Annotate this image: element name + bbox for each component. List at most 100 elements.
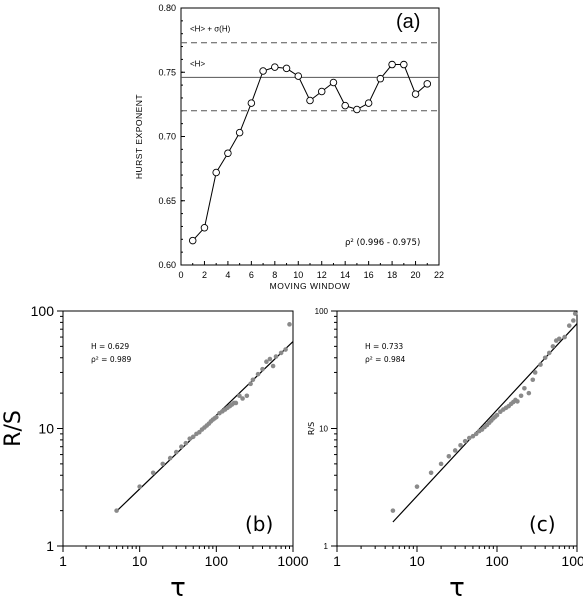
data-point bbox=[317, 87, 326, 96]
panel-label: (c) bbox=[529, 512, 556, 536]
data-point bbox=[264, 359, 269, 365]
x-tick-label: 100 bbox=[485, 553, 509, 569]
y-tick-label: 100 bbox=[31, 303, 55, 319]
data-point bbox=[530, 377, 536, 383]
data-point bbox=[183, 440, 189, 446]
data-point bbox=[283, 347, 288, 352]
x-tick-label: 1000 bbox=[561, 553, 583, 569]
data-point bbox=[278, 350, 284, 356]
rho-annotation: ρ² (0.996 - 0.975) bbox=[345, 238, 420, 248]
x-tick-label: 0 bbox=[178, 270, 183, 280]
x-tick-label: 1000 bbox=[277, 553, 308, 569]
panel-label: (a) bbox=[396, 11, 420, 33]
data-point bbox=[237, 393, 242, 399]
x-tick-label: 1 bbox=[333, 553, 341, 569]
data-point bbox=[240, 396, 245, 401]
x-tick-label: 20 bbox=[411, 270, 421, 280]
y-tick-label: 10 bbox=[38, 420, 54, 436]
data-point bbox=[306, 96, 314, 105]
data-point bbox=[542, 355, 548, 361]
data-point bbox=[538, 362, 543, 367]
data-point bbox=[287, 322, 292, 327]
data-point bbox=[233, 400, 239, 406]
data-point bbox=[562, 334, 567, 340]
y-tick-label: 1 bbox=[324, 542, 329, 551]
data-point bbox=[423, 80, 432, 88]
x-tick-label: 2 bbox=[202, 270, 207, 280]
fit-annotation: ρ² = 0.984 bbox=[365, 355, 406, 364]
x-tick-label: 18 bbox=[387, 270, 397, 280]
data-point bbox=[556, 336, 562, 342]
data-point bbox=[200, 223, 209, 232]
data-point bbox=[400, 60, 408, 69]
data-point bbox=[250, 377, 256, 383]
y-tick-label: 10 bbox=[319, 424, 328, 433]
reference-line-label: <H> + σ(H) bbox=[190, 25, 231, 34]
data-point bbox=[526, 390, 532, 396]
data-point bbox=[282, 64, 291, 73]
data-point bbox=[329, 78, 338, 87]
data-point bbox=[190, 434, 196, 440]
data-point bbox=[294, 72, 303, 80]
data-point bbox=[341, 101, 349, 110]
data-point bbox=[438, 461, 444, 467]
x-tick-label: 14 bbox=[340, 270, 350, 280]
y-axis-label: R/S bbox=[1, 410, 26, 447]
x-tick-label: 10 bbox=[293, 270, 303, 280]
data-point bbox=[411, 90, 420, 98]
data-point bbox=[571, 318, 576, 323]
y-axis-label: HURST EXPONENT bbox=[134, 94, 144, 179]
data-point bbox=[271, 63, 279, 71]
x-tick-label: 4 bbox=[225, 270, 230, 280]
data-point bbox=[388, 60, 396, 69]
data-point bbox=[167, 455, 173, 461]
data-point bbox=[414, 484, 420, 489]
panel-b-rs-loglog-chart: 1 10 100 1000 1 10 100 τ R/S H = 0.629 ρ² = 0.989 (… bbox=[1, 303, 309, 600]
data-point bbox=[494, 412, 500, 418]
data-point bbox=[244, 393, 250, 399]
x-tick-label: 10 bbox=[132, 553, 148, 569]
data-point bbox=[150, 470, 156, 476]
y-tick-label: 0.65 bbox=[158, 196, 176, 206]
data-point bbox=[224, 149, 232, 157]
data-point bbox=[566, 323, 572, 328]
y-tick-label: 1 bbox=[46, 538, 54, 554]
data-point bbox=[187, 436, 193, 441]
data-point bbox=[572, 311, 578, 316]
y-tick-label: 0.60 bbox=[158, 260, 176, 270]
y-tick-label: 0.70 bbox=[158, 132, 176, 142]
data-point bbox=[235, 128, 244, 137]
data-point bbox=[446, 453, 452, 459]
data-point bbox=[247, 99, 256, 107]
panel-c-rs-loglog-chart: 1 10 100 1000 1 10 100 τ R/S H = 0.733 ρ² = 0.984 (… bbox=[307, 307, 583, 600]
data-point bbox=[273, 354, 279, 359]
y-tick-label: 100 bbox=[315, 307, 329, 316]
panel-a-hurst-chart: 0 2 4 6 8 10 12 14 16 18 20 22 0.60 0.65 0.70 0.75 0.80 M… bbox=[134, 3, 444, 291]
x-axis-label: τ bbox=[170, 573, 186, 600]
y-tick-label: 0.80 bbox=[158, 3, 176, 13]
x-tick-label: 6 bbox=[249, 270, 254, 280]
data-point bbox=[137, 484, 142, 489]
data-point bbox=[188, 236, 197, 245]
x-tick-label: 100 bbox=[205, 553, 229, 569]
data-point bbox=[353, 105, 361, 114]
data-point bbox=[173, 449, 179, 455]
data-point bbox=[214, 414, 219, 420]
x-axis-label: τ bbox=[449, 573, 465, 600]
data-point bbox=[212, 168, 220, 177]
y-tick-label: 0.75 bbox=[158, 67, 176, 77]
x-tick-label: 22 bbox=[434, 270, 444, 280]
reference-line-label: <H> bbox=[190, 59, 205, 68]
panel-a-frame bbox=[180, 7, 440, 266]
fit-annotation: H = 0.733 bbox=[365, 342, 403, 351]
x-tick-label: 10 bbox=[409, 553, 425, 569]
data-point bbox=[114, 508, 119, 513]
x-axis-label: MOVING WINDOW bbox=[270, 281, 351, 291]
data-point bbox=[532, 370, 538, 375]
data-point bbox=[364, 99, 373, 107]
data-point bbox=[515, 399, 520, 404]
data-point bbox=[473, 431, 479, 437]
x-tick-label: 16 bbox=[364, 270, 374, 280]
fit-annotation: ρ² = 0.989 bbox=[91, 355, 132, 364]
